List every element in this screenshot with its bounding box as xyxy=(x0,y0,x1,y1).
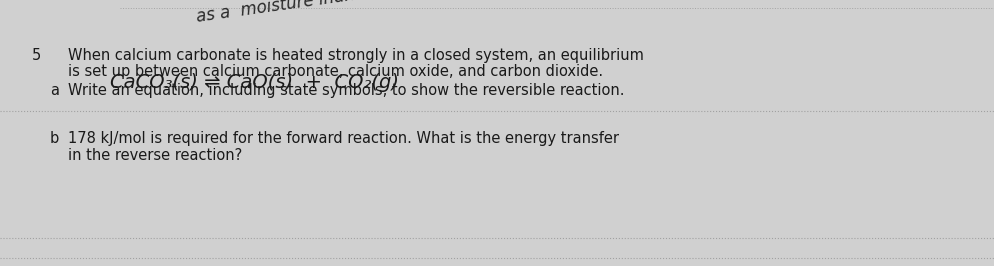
Text: b: b xyxy=(50,131,60,146)
Text: Write an equation, including state symbols, to show the reversible reaction.: Write an equation, including state symbo… xyxy=(68,83,624,98)
Text: 5: 5 xyxy=(32,48,41,63)
Text: a: a xyxy=(50,83,59,98)
Text: as a  moisture indicator: as a moisture indicator xyxy=(195,0,393,26)
Text: When calcium carbonate is heated strongly in a closed system, an equilibrium: When calcium carbonate is heated strongl… xyxy=(68,48,644,63)
Text: is set up between calcium carbonate, calcium oxide, and carbon dioxide.: is set up between calcium carbonate, cal… xyxy=(68,64,603,79)
Text: 178 kJ/mol is required for the forward reaction. What is the energy transfer: 178 kJ/mol is required for the forward r… xyxy=(68,131,619,146)
Text: in the reverse reaction?: in the reverse reaction? xyxy=(68,148,243,163)
Text: CaCO₃(s) ⇌ CaO(s)  +  CO₂(g): CaCO₃(s) ⇌ CaO(s) + CO₂(g) xyxy=(110,73,399,92)
